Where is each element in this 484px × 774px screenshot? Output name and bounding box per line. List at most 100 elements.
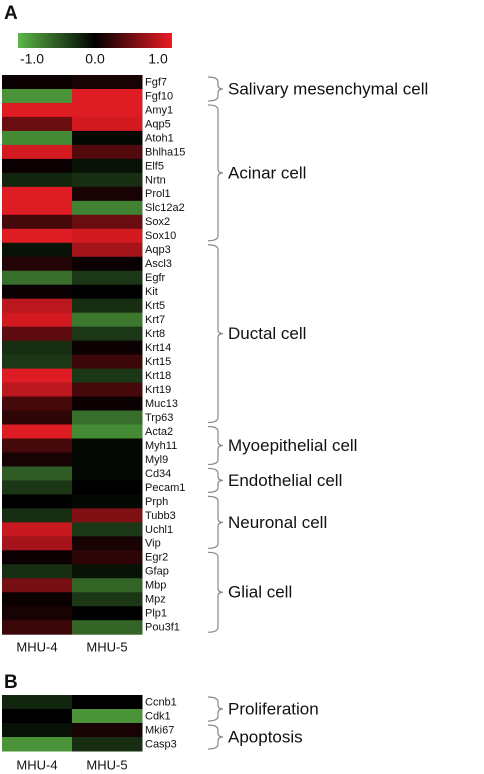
heatmap-cell [2,536,73,551]
heatmap-cell [72,466,143,481]
heatmap-cell [72,228,143,244]
group-label: Glial cell [228,583,292,602]
row-label: Mki67 [145,724,174,736]
heatmap-cell [2,508,73,523]
row-label: Fgf7 [145,76,167,88]
group-bracket [207,425,224,466]
heatmap-cell [2,452,73,467]
heatmap-cell [72,326,143,342]
heatmap-cell [2,200,73,216]
heatmap-cell [2,158,73,174]
row-label: Tubb3 [145,510,176,522]
heatmap-cell [2,214,73,230]
heatmap-cell [72,88,143,104]
row-label: Amy1 [145,104,173,116]
row-label: Krt14 [145,342,171,354]
heatmap-cell [2,130,73,146]
row-label: Nrtn [145,174,166,186]
heatmap-cell [2,480,73,495]
heatmap-cell [72,270,143,286]
heatmap-cell [72,200,143,216]
row-label: Vip [145,538,161,550]
heatmap-cell [2,172,73,188]
heatmap-cell [2,186,73,202]
panel-label: B [4,672,18,693]
group-bracket [207,244,224,424]
heatmap-cell [2,438,73,453]
heatmap-cell [72,536,143,551]
heatmap-cell [72,186,143,202]
heatmap-cell [2,709,73,724]
row-label: Uchl1 [145,524,173,536]
heatmap-cell [2,312,73,328]
panel-label: A [4,3,18,24]
row-label: Plp1 [145,608,167,620]
heatmap-cell [2,228,73,244]
heatmap-cell [72,494,143,509]
row-label: Cd34 [145,468,171,480]
column-label: MHU-5 [86,757,127,772]
row-label: Sox10 [145,230,176,242]
heatmap-cell [2,88,73,104]
group-bracket [207,76,224,102]
heatmap-cell [72,410,143,425]
row-label: Kit [145,286,158,298]
heatmap-cell [72,75,143,90]
group-bracket [207,104,224,242]
group-bracket [207,696,224,722]
heatmap-cell [72,438,143,453]
row-label: Aqp3 [145,244,171,256]
heatmap-cell [2,592,73,607]
heatmap-cell [72,592,143,607]
heatmap-cell [72,312,143,328]
heatmap-cell [72,424,143,439]
row-label: Mbp [145,580,166,592]
heatmap-cell [2,606,73,621]
row-label: Prph [145,496,168,508]
row-label: Trp63 [145,412,173,424]
row-label: Casp3 [145,738,177,750]
heatmap-cell [2,382,73,398]
heatmap-cell [72,284,143,300]
colorbar [18,33,172,48]
row-label: Ccnb1 [145,696,177,708]
group-label: Neuronal cell [228,513,327,532]
heatmap-cell [72,522,143,537]
row-label: Prol1 [145,188,171,200]
colorbar-tick-label: 0.0 [85,51,105,67]
heatmap-cell [72,382,143,398]
column-label: MHU-4 [16,639,57,654]
heatmap-cell [2,620,73,635]
heatmap-cell [72,172,143,188]
group-label: Myoepithelial cell [228,436,357,455]
heatmap-cell [2,410,73,425]
heatmap-cell [72,340,143,356]
heatmap-cell [72,116,143,132]
heatmap-cell [2,578,73,593]
heatmap-cell [72,452,143,467]
heatmap-cell [72,737,143,752]
heatmap-cell [72,606,143,621]
heatmap-cell [72,709,143,724]
group-label: Salivary mesenchymal cell [228,79,428,98]
row-label: Myh11 [145,440,177,452]
row-label: Pecam1 [145,482,185,494]
heatmap-cell [2,326,73,342]
heatmap-cell [72,695,143,710]
group-label: Proliferation [228,699,319,718]
heatmap-cell [2,256,73,272]
heatmap-cell [72,620,143,635]
row-label: Cdk1 [145,710,171,722]
heatmap-cell [72,480,143,495]
group-bracket [207,551,224,633]
heatmap-cell [72,550,143,565]
row-label: Elf5 [145,160,164,172]
heatmap-cell [2,102,73,118]
row-label: Atoh1 [145,132,174,144]
group-label: Acinar cell [228,163,306,182]
heatmap-cell [2,550,73,565]
heatmap-cell [72,144,143,160]
heatmap-cell [2,396,73,412]
row-label: Egfr [145,272,166,284]
